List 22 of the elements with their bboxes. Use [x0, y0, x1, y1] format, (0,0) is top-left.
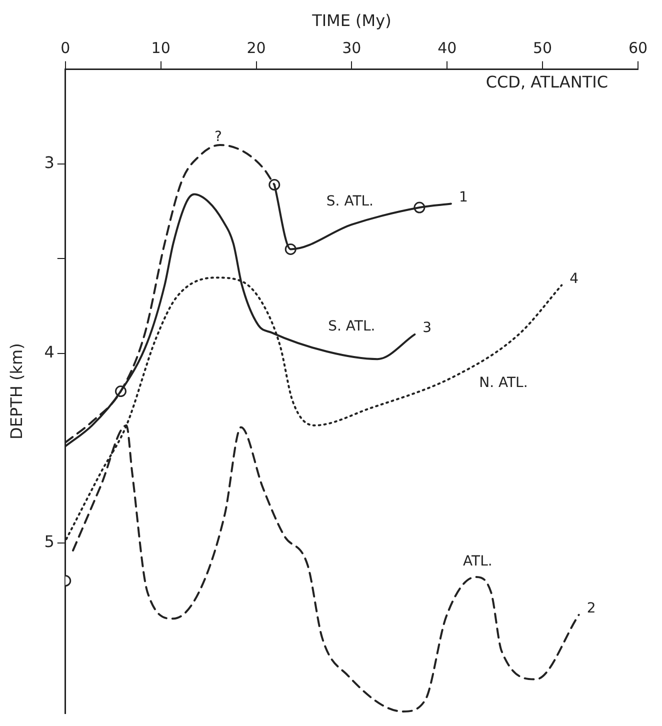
x-tick-label: 20 [246, 39, 266, 58]
annotation: S. ATL. [328, 318, 376, 335]
annotation: S. ATL. [326, 194, 374, 210]
y-tick-label: 5 [44, 532, 54, 552]
series-label: 4 [570, 270, 579, 287]
series-label: 1 [458, 189, 468, 206]
series-label: 3 [422, 320, 432, 336]
x-tick-label: 30 [342, 39, 362, 58]
annotation: ? [214, 129, 222, 146]
x-tick-label: 60 [628, 39, 648, 58]
series-label: 2 [586, 600, 596, 617]
x-tick-label: 0 [60, 39, 70, 58]
x-axis-title: TIME (My) [311, 10, 392, 30]
annotation: N. ATL. [479, 375, 528, 392]
y-axis-title: DEPTH (km) [6, 343, 26, 440]
x-tick-label: 10 [151, 39, 170, 58]
y-tick-label: 3 [44, 153, 54, 172]
annotation: ATL. [463, 554, 492, 570]
x-tick-label: 50 [533, 39, 552, 58]
chart-title: CCD, ATLANTIC [486, 72, 608, 92]
x-tick-label: 40 [438, 39, 457, 58]
y-tick-label: 4 [44, 342, 54, 362]
